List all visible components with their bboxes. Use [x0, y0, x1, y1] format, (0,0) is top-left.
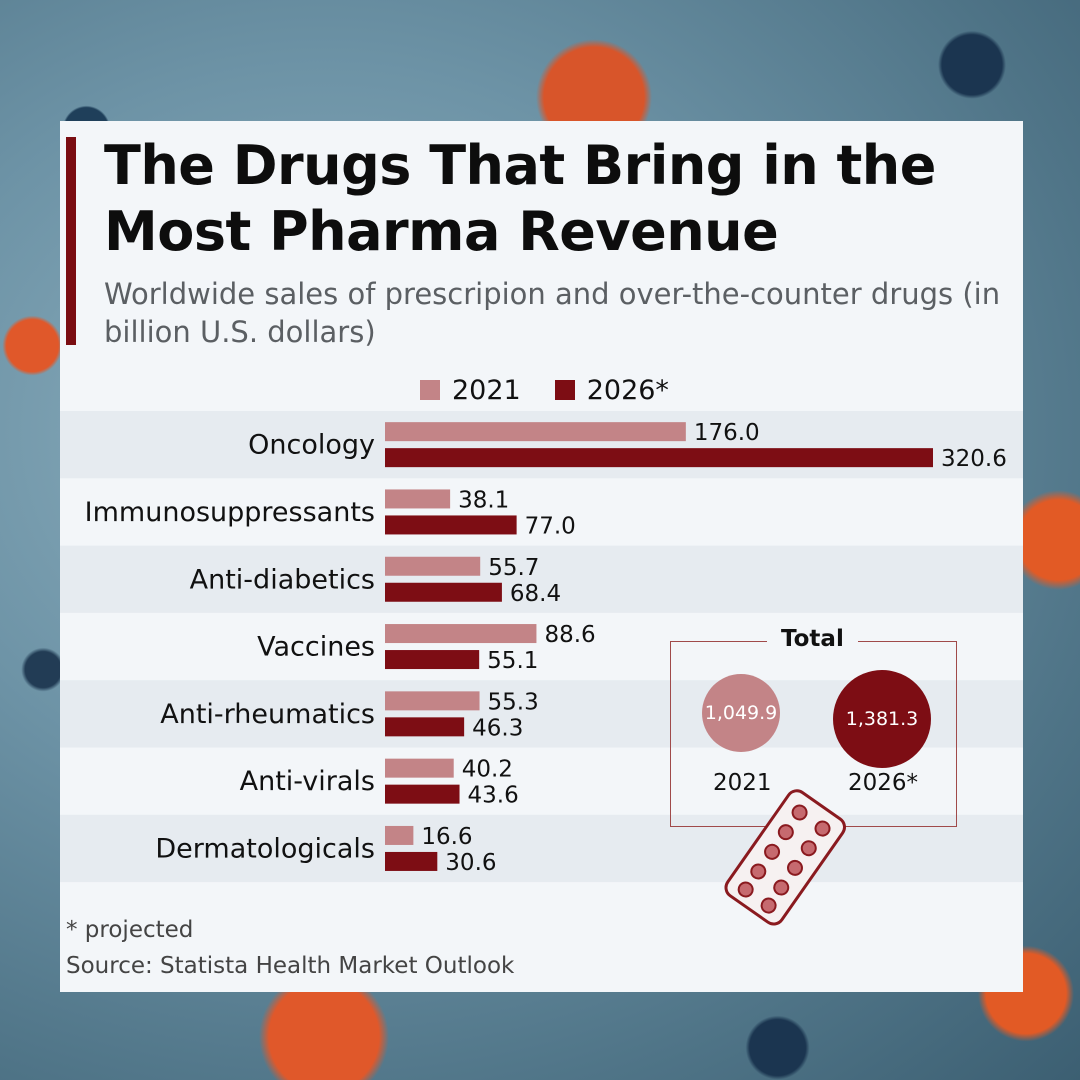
- chart-subtitle: Worldwide sales of prescripion and over-…: [104, 277, 1001, 349]
- bar-2026: [385, 717, 465, 737]
- infographic-card: The Drugs That Bring in the Most Pharma …: [60, 121, 1023, 992]
- value-label: 88.6: [544, 622, 595, 648]
- value-label: 40.2: [462, 757, 513, 783]
- total-title: Total: [767, 626, 858, 652]
- pill-blister-pack-icon: [724, 789, 846, 926]
- bar-2026: [385, 448, 933, 468]
- row-band: [60, 545, 1023, 613]
- total-box: Total 1,049.9 1,381.3 2021 2026*: [670, 626, 957, 827]
- total-year-2021: 2021: [713, 770, 772, 796]
- row-band: [60, 411, 1023, 479]
- category-label: Vaccines: [257, 632, 375, 663]
- bar-2026: [385, 650, 480, 670]
- bar-2021: [385, 489, 451, 509]
- category-label: Oncology: [248, 430, 375, 461]
- legend-label-2021: 2021: [452, 374, 521, 406]
- bar-2021: [385, 624, 537, 644]
- total-circle-2026: 1,381.3: [833, 670, 931, 768]
- total-year-2026: 2026*: [848, 770, 919, 796]
- value-label: 16.6: [421, 824, 472, 850]
- footnote: * projected: [66, 917, 194, 943]
- bar-chart: Oncology 176.0 320.6 Immunosuppressants 38.1…: [60, 411, 1023, 883]
- bar-2026: [385, 784, 460, 804]
- legend-swatch-2026: [554, 380, 575, 400]
- legend-item-2021: 2021: [420, 375, 521, 406]
- value-label: 77.0: [525, 513, 576, 539]
- total-value-2026: 1,381.3: [845, 708, 919, 730]
- bar-2026: [385, 515, 517, 535]
- source-note: Source: Statista Health Market Outlook: [66, 953, 515, 979]
- value-label: 176.0: [694, 420, 760, 446]
- value-label: 55.1: [487, 648, 538, 674]
- category-label: Anti-virals: [240, 766, 375, 797]
- bar-2021: [385, 691, 480, 711]
- value-label: 320.6: [941, 446, 1007, 472]
- value-label: 38.1: [458, 487, 509, 513]
- category-label: Anti-rheumatics: [160, 699, 375, 730]
- title-accent-bar: [66, 137, 76, 345]
- bar-2026: [385, 851, 438, 871]
- legend-swatch-2021: [420, 380, 440, 400]
- category-label: Immunosuppressants: [85, 497, 375, 528]
- bar-2021: [385, 758, 454, 778]
- value-label: 46.3: [472, 715, 523, 741]
- value-label: 30.6: [445, 850, 496, 876]
- value-label: 55.3: [488, 689, 539, 715]
- value-label: 43.6: [468, 783, 519, 809]
- bar-2021: [385, 825, 414, 845]
- value-label: 68.4: [510, 581, 561, 607]
- bar-2026: [385, 582, 502, 602]
- chart-title: The Drugs That Bring in the Most Pharma …: [104, 134, 936, 263]
- bar-2021: [385, 422, 686, 442]
- category-label: Anti-diabetics: [190, 564, 375, 595]
- total-circle-2021: 1,049.9: [702, 674, 780, 752]
- legend-label-2026: 2026*: [586, 374, 669, 406]
- total-value-2021: 1,049.9: [704, 702, 778, 724]
- bar-2021: [385, 556, 481, 576]
- legend-item-2026: 2026*: [554, 374, 669, 406]
- chart-legend: 2021 2026*: [420, 373, 703, 407]
- category-label: Dermatologicals: [155, 833, 375, 864]
- value-label: 55.7: [488, 555, 539, 581]
